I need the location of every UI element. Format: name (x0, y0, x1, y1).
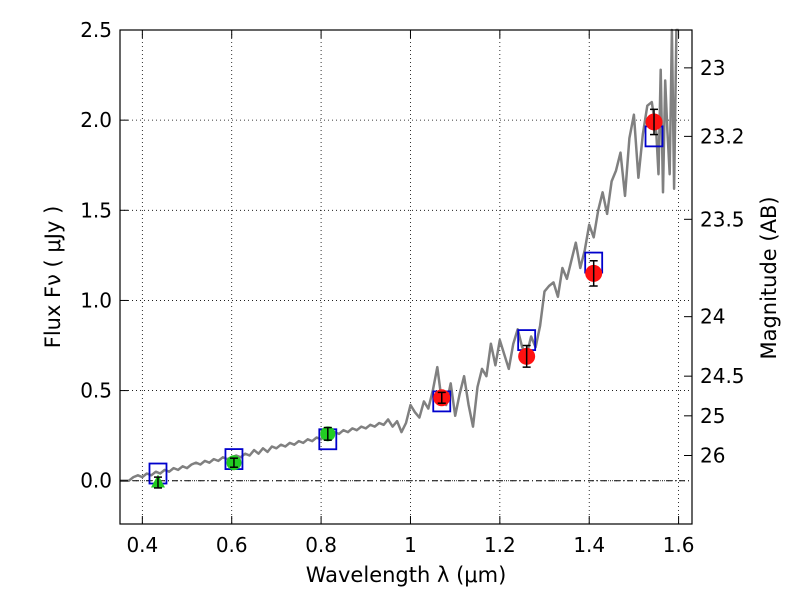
x-tick-label: 1.4 (573, 533, 605, 557)
y2-tick-label: 24 (700, 305, 725, 329)
x-axis-ticks: 0.4 0.6 0.8 1 1.2 1.4 1.6 (126, 30, 695, 557)
synthetic-photometry-squares (148, 125, 664, 485)
y2-axis-ticks: 23 23.2 23.5 24 24.5 25 26 (684, 56, 745, 467)
y-tick-label: 2.0 (80, 108, 112, 132)
y-axis-title: Flux Fν ( μJy ) (41, 206, 65, 349)
y2-tick-label: 23.5 (700, 207, 745, 231)
x-tick-label: 0.6 (216, 533, 248, 557)
y2-tick-label: 24.5 (700, 364, 745, 388)
observed-points (150, 108, 663, 489)
x-tick-label: 1.2 (484, 533, 516, 557)
y-tick-label: 2.5 (80, 18, 112, 42)
plot-area (120, 28, 679, 489)
y2-tick-label: 23 (700, 56, 725, 80)
x-tick-label: 0.4 (126, 533, 158, 557)
x-tick-label: 0.8 (305, 533, 337, 557)
x-axis-title: Wavelength λ (μm) (306, 563, 507, 587)
y2-axis-title: Magnitude (AB) (757, 196, 781, 359)
x-tick-label: 1 (404, 533, 417, 557)
y2-tick-label: 26 (700, 443, 725, 467)
grid-lines (120, 29, 692, 524)
plot-frame (119, 29, 693, 525)
y-tick-label: 1.0 (80, 288, 112, 312)
y-tick-label: 1.5 (80, 198, 112, 222)
y-axis-ticks: 0.0 0.5 1.0 1.5 2.0 2.5 (80, 18, 128, 493)
model-spectrum-line (120, 28, 679, 482)
y2-tick-label: 23.2 (700, 124, 745, 148)
x-tick-label: 1.6 (663, 533, 695, 557)
y-tick-label: 0.5 (80, 379, 112, 403)
y-tick-label: 0.0 (80, 469, 112, 493)
y2-tick-label: 25 (700, 404, 725, 428)
